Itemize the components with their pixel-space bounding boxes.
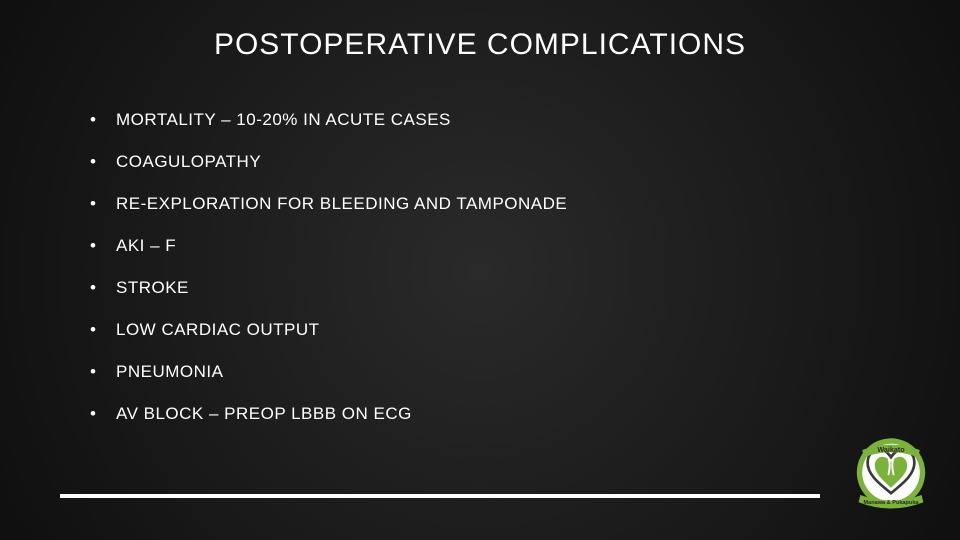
horizontal-divider: [60, 494, 820, 498]
bullet-item: LOW CARDIAC OUTPUT: [90, 320, 960, 340]
bullet-item: PNEUMONIA: [90, 362, 960, 382]
slide-title: POSTOPERATIVE COMPLICATIONS: [0, 28, 960, 62]
bullet-item: MORTALITY – 10-20% IN ACUTE CASES: [90, 110, 960, 130]
bullet-item: RE-EXPLORATION FOR BLEEDING AND TAMPONAD…: [90, 194, 960, 214]
bullet-item: AV BLOCK – PREOP LBBB ON ECG: [90, 404, 960, 424]
bullet-item: COAGULOPATHY: [90, 152, 960, 172]
logo-banner-top-text: Waikato: [877, 445, 905, 454]
bullet-list: MORTALITY – 10-20% IN ACUTE CASES COAGUL…: [90, 110, 960, 424]
org-logo-icon: Waikato Manawa & Pukapuka: [846, 432, 936, 522]
bullet-item: STROKE: [90, 278, 960, 298]
logo-banner-bottom-text: Manawa & Pukapuka: [863, 500, 919, 506]
slide: POSTOPERATIVE COMPLICATIONS MORTALITY – …: [0, 0, 960, 540]
bullet-item: AKI – F: [90, 236, 960, 256]
